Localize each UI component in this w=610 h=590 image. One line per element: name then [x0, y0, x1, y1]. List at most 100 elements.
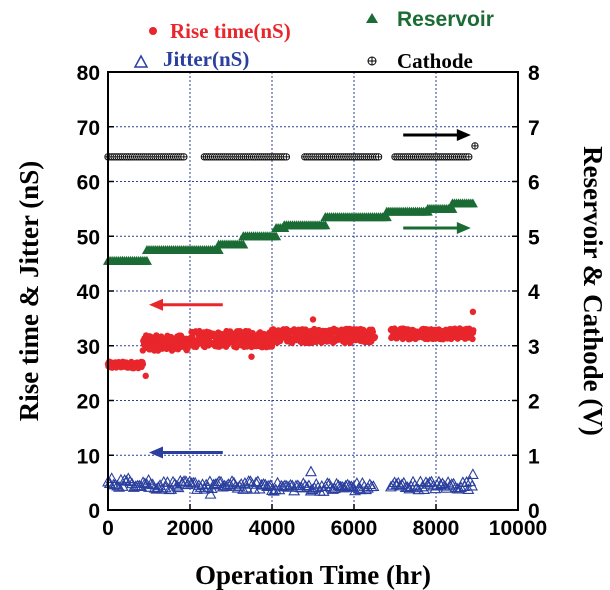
right-y-axis-ticks: 0 1 2 3 4 5 6 7 8	[512, 62, 540, 523]
data-point	[469, 308, 477, 316]
data-point	[288, 484, 301, 496]
x-tick-label: 6000	[331, 517, 378, 540]
legend: Rise time(nS) Jitter(nS) Reservoir Catho…	[133, 8, 494, 73]
legend-marker-reservoir	[366, 13, 378, 23]
x-axis-ticks: 0 2000 4000 6000 8000 10000	[102, 504, 547, 540]
data-point	[444, 479, 456, 491]
data-point	[138, 477, 151, 489]
data-point	[421, 478, 434, 489]
arrow-head	[149, 298, 163, 311]
arrow-annotations	[149, 128, 471, 459]
series-rise-time-ns-	[104, 308, 477, 380]
data-point	[183, 475, 196, 487]
data-point	[374, 153, 383, 161]
data-point	[180, 153, 188, 161]
data-point	[192, 479, 205, 490]
legend-marker-rise-time	[149, 27, 157, 35]
data-point	[209, 478, 222, 489]
data-point	[397, 476, 410, 488]
right-y-tick-label: 8	[528, 62, 540, 85]
right-y-tick-label: 6	[528, 172, 540, 195]
x-tick-label: 0	[102, 517, 114, 540]
arrow-head	[456, 128, 471, 141]
arrow-annotation	[149, 298, 223, 311]
left-y-tick-label: 60	[77, 172, 100, 195]
x-tick-label: 4000	[249, 517, 296, 540]
x-tick-label: 10000	[489, 517, 547, 540]
series-reservoir	[103, 198, 478, 265]
data-point	[237, 483, 250, 494]
legend-label-reservoir: Reservoir	[397, 8, 494, 31]
data-point	[394, 479, 407, 491]
data-point	[471, 142, 479, 150]
legend-item-reservoir: Reservoir	[366, 8, 494, 31]
legend-label-jitter: Jitter(nS)	[163, 47, 249, 71]
data-point	[133, 479, 146, 491]
data-point	[250, 476, 262, 488]
arrow-head	[456, 222, 471, 235]
data-point	[418, 483, 431, 495]
left-y-tick-label: 0	[88, 500, 100, 523]
right-y-tick-label: 3	[528, 336, 540, 359]
data-point	[144, 477, 157, 489]
data-point	[266, 484, 278, 495]
data-point	[108, 364, 116, 371]
data-point	[259, 478, 272, 490]
right-y-axis-title: Reservoir & Cathode (V)	[578, 146, 608, 436]
data-point	[238, 239, 249, 249]
data-point	[465, 153, 473, 161]
data-point	[462, 483, 475, 495]
legend-item-cathode: Cathode	[367, 49, 473, 73]
data-point	[261, 480, 274, 492]
data-point	[309, 316, 317, 323]
arrow-annotation	[149, 446, 223, 459]
x-axis-title: Operation Time (hr)	[195, 560, 431, 590]
data-point	[321, 477, 334, 488]
right-y-tick-label: 0	[528, 500, 540, 523]
left-y-axis-ticks: 0 10 20 30 40 50 60 70 80	[77, 62, 114, 523]
data-point	[141, 255, 152, 265]
data-point	[381, 212, 392, 222]
arrow-head	[149, 446, 163, 459]
data-point	[453, 482, 466, 494]
data-point	[467, 198, 478, 208]
data-point	[251, 475, 264, 487]
data-point	[148, 482, 161, 493]
data-point	[211, 477, 224, 489]
data-point	[111, 479, 124, 491]
left-y-tick-label: 40	[77, 281, 100, 304]
data-point	[466, 479, 479, 491]
series-cathode	[104, 142, 479, 161]
legend-marker-jitter	[133, 54, 149, 68]
left-y-axis-title: Rise time & Jitter (nS)	[14, 161, 44, 421]
data-point	[204, 487, 217, 499]
data-point	[240, 481, 253, 493]
legend-label-rise-time: Rise time(nS)	[170, 19, 291, 43]
left-y-tick-label: 10	[77, 445, 100, 468]
data-point	[460, 476, 473, 487]
data-point	[176, 476, 189, 488]
arrow-annotation	[403, 222, 471, 235]
data-point	[466, 468, 479, 479]
right-y-tick-label: 1	[528, 445, 540, 468]
legend-item-jitter: Jitter(nS)	[133, 47, 249, 71]
data-point	[282, 153, 290, 161]
data-point	[277, 480, 290, 492]
left-y-tick-label: 80	[77, 62, 100, 85]
data-point	[447, 203, 458, 213]
data-point	[371, 333, 379, 341]
left-y-tick-label: 50	[77, 226, 100, 249]
data-point	[367, 480, 380, 491]
data-point	[284, 478, 297, 490]
data-point	[202, 481, 214, 492]
data-point	[282, 481, 295, 492]
data-point	[305, 465, 317, 477]
data-point	[118, 473, 131, 485]
right-y-tick-label: 7	[528, 117, 540, 140]
data-point	[213, 244, 224, 254]
left-y-tick-label: 20	[77, 391, 100, 414]
data-point	[167, 475, 179, 487]
data-point	[306, 483, 319, 495]
x-tick-label: 2000	[167, 517, 214, 540]
